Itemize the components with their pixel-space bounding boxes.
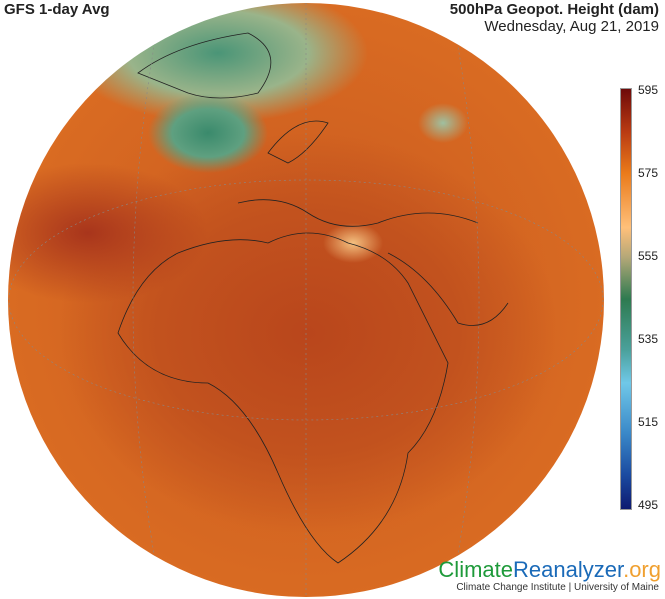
logo-climate: Climate	[438, 557, 513, 582]
variable-title: 500hPa Geopot. Height (dam)	[449, 1, 659, 18]
model-title: GFS 1-day Avg	[4, 1, 110, 18]
colorbar-label: 555	[638, 249, 659, 263]
institution-label: Climate Change Institute | University of…	[456, 582, 659, 593]
globe-map	[8, 3, 604, 597]
colorbar	[620, 88, 632, 510]
logo-reanalyzer: Reanalyzer	[513, 557, 624, 582]
climatereanalyzer-logo[interactable]: ClimateReanalyzer.org	[438, 557, 661, 583]
colorbar-label: 595	[638, 83, 659, 97]
colorbar-label: 515	[638, 415, 659, 429]
date-label: Wednesday, Aug 21, 2019	[484, 18, 659, 35]
coastlines-overlay	[8, 3, 604, 597]
colorbar-label: 535	[638, 332, 659, 346]
colorbar-label: 575	[638, 166, 659, 180]
map-header: 500hPa Geopot. Height (dam) Wednesday, A…	[450, 1, 659, 35]
logo-org: .org	[623, 557, 661, 582]
colorbar-label: 495	[638, 498, 659, 512]
